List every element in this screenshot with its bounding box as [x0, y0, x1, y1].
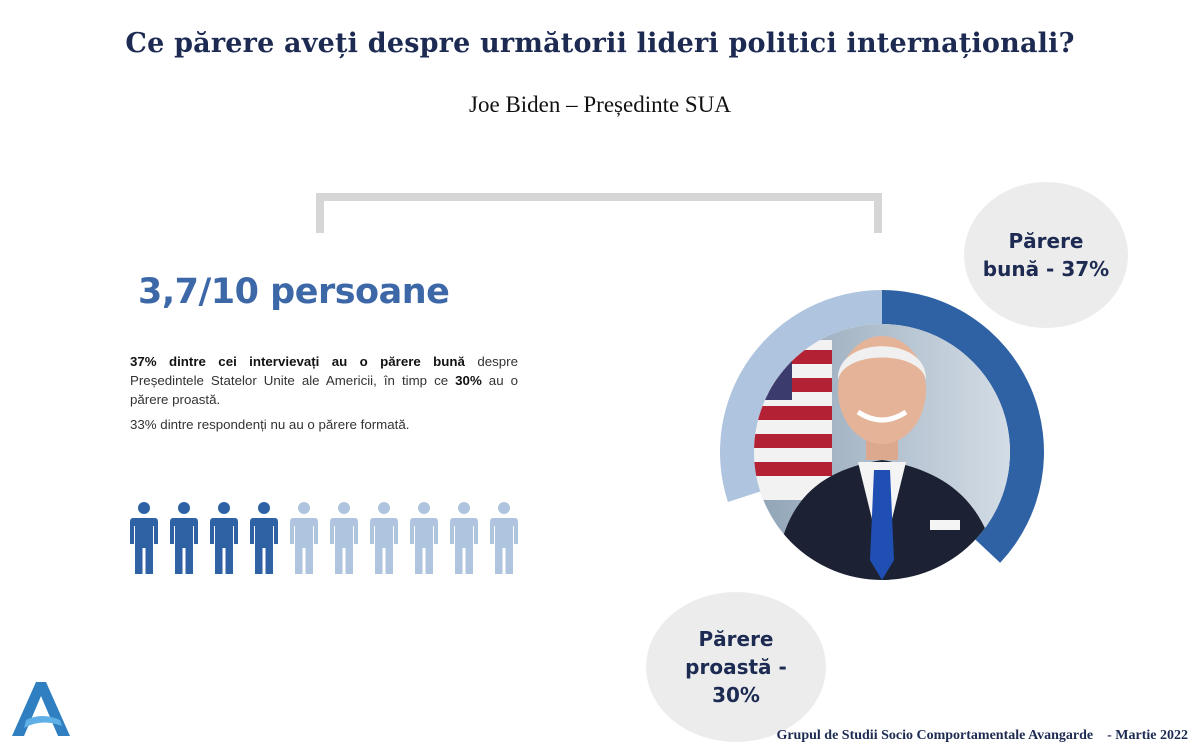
- people-icons-row: [130, 502, 518, 574]
- description-middle: despre Președintele Statelor Unite ale A…: [130, 354, 518, 388]
- person-icon: [370, 502, 398, 574]
- donut-segment-p-rere-proast-: [719, 290, 882, 503]
- donut-segments: [719, 290, 1044, 614]
- description-paragraph-1: 37% dintre cei intervievați au o părere …: [130, 352, 518, 409]
- donut-segment-nu-au-o-p-rere-format-: [727, 491, 1001, 614]
- avangarde-logo: [12, 682, 70, 736]
- portrait-photo: [754, 324, 1010, 580]
- good-opinion-label: Părere bună - 37%: [964, 182, 1128, 328]
- person-icon: [450, 502, 478, 574]
- good-opinion-phrase: 37% dintre cei intervievați au o părere …: [130, 354, 465, 369]
- person-icon: [130, 502, 158, 574]
- person-icon: [170, 502, 198, 574]
- person-icon: [490, 502, 518, 574]
- person-icon: [330, 502, 358, 574]
- person-icon: [210, 502, 238, 574]
- bad-opinion-label: Părere proastă - 30%: [646, 592, 826, 742]
- bracket-divider: [316, 193, 882, 233]
- description-paragraph-2: 33% dintre respondenți nu au o părere fo…: [130, 417, 410, 432]
- person-icon: [290, 502, 318, 574]
- description-end: au o părere proastă.: [130, 373, 518, 407]
- donut-segment-p-rere-bun-: [882, 290, 1044, 563]
- description-text: 37% dintre cei intervievați au o părere …: [130, 352, 518, 434]
- page-title: Ce părere aveți despre următorii lideri …: [125, 28, 1075, 59]
- footer-source: Grupul de Studii Socio Comportamentale A…: [776, 728, 1188, 743]
- headline-stat: 3,7/10 persoane: [138, 272, 450, 312]
- person-icon: [250, 502, 278, 574]
- bad-opinion-percent: 30%: [455, 373, 482, 388]
- page-subtitle: Joe Biden – Președinte SUA: [469, 92, 731, 117]
- person-icon: [410, 502, 438, 574]
